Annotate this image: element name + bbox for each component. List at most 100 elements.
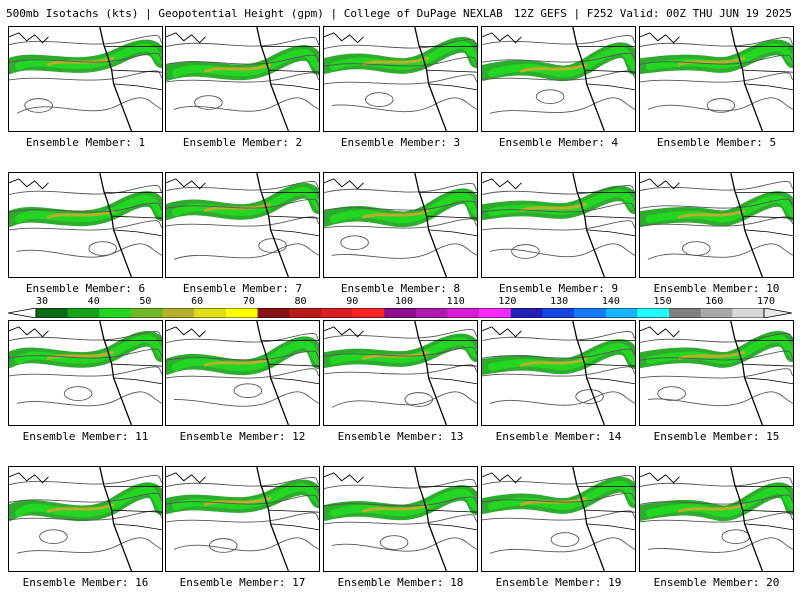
colorbar-tick-label: 160 bbox=[705, 296, 724, 307]
alaska-coast bbox=[166, 178, 206, 190]
height-contour bbox=[16, 391, 162, 407]
height-contour bbox=[166, 181, 319, 192]
political-borders bbox=[260, 192, 319, 237]
jet-stream-core bbox=[171, 49, 319, 78]
height-contour bbox=[331, 243, 477, 259]
height-contour bbox=[482, 475, 635, 486]
height-contour bbox=[489, 391, 635, 406]
ensemble-map-panel bbox=[8, 172, 163, 278]
colorbar-swatch bbox=[99, 308, 132, 318]
height-contour bbox=[9, 52, 162, 63]
alaska-coast bbox=[482, 472, 522, 484]
ensemble-member-label: Ensemble Member: 9 bbox=[498, 282, 619, 295]
colorbar-swatch bbox=[669, 308, 701, 318]
colorbar-tick-label: 140 bbox=[601, 296, 620, 307]
political-borders bbox=[418, 192, 477, 237]
jet-stream-max bbox=[362, 503, 430, 513]
height-contour bbox=[324, 200, 477, 211]
height-contour-closed bbox=[194, 95, 223, 110]
colorbar-swatch bbox=[36, 308, 68, 318]
height-contour bbox=[331, 537, 477, 552]
ensemble-member-label: Ensemble Member: 10 bbox=[653, 282, 780, 295]
alaska-coast bbox=[640, 32, 680, 44]
height-contour bbox=[489, 97, 635, 114]
height-contour bbox=[9, 348, 162, 359]
alaska-coast bbox=[640, 472, 680, 484]
height-contour bbox=[640, 72, 793, 83]
ensemble-member-label: Ensemble Member: 18 bbox=[337, 576, 464, 589]
height-contour-closed bbox=[511, 244, 540, 259]
alaska-coast bbox=[482, 326, 522, 338]
jet-stream-max bbox=[520, 357, 588, 367]
ensemble-map-panel bbox=[481, 26, 636, 132]
colorbar-swatch bbox=[574, 308, 607, 318]
jet-stream-max bbox=[678, 56, 746, 66]
colorbar-swatch bbox=[415, 308, 448, 318]
ensemble-member-label: Ensemble Member: 16 bbox=[22, 576, 149, 589]
coastline bbox=[414, 467, 448, 571]
height-contour bbox=[324, 74, 477, 85]
colorbar-swatch bbox=[225, 308, 258, 318]
jet-stream-max bbox=[204, 357, 272, 367]
header-valid-time: 12Z GEFS | F252 Valid: 00Z THU JUN 19 20… bbox=[513, 7, 792, 20]
height-contour bbox=[9, 220, 162, 231]
jet-stream-core bbox=[14, 43, 162, 71]
height-contour bbox=[173, 243, 319, 260]
colorbar-tick-label: 40 bbox=[87, 296, 100, 307]
ensemble-member-label: Ensemble Member: 6 bbox=[25, 282, 146, 295]
colorbar-over-arrow bbox=[763, 308, 792, 318]
colorbar-swatch bbox=[732, 308, 765, 318]
political-borders bbox=[418, 46, 477, 91]
political-borders bbox=[734, 340, 793, 385]
height-contour-closed bbox=[706, 98, 736, 113]
alaska-coast bbox=[166, 326, 206, 338]
height-contour bbox=[16, 97, 162, 114]
height-contour bbox=[16, 537, 162, 554]
height-contour-closed bbox=[233, 383, 263, 398]
height-contour-closed bbox=[404, 392, 434, 407]
height-contour bbox=[324, 183, 477, 194]
height-contour bbox=[482, 331, 635, 342]
colorbar-swatch bbox=[510, 308, 543, 318]
colorbar-tick-label: 120 bbox=[498, 296, 517, 307]
jet-stream-max bbox=[204, 63, 272, 73]
political-borders bbox=[260, 486, 319, 531]
colorbar-tick-label: 170 bbox=[756, 296, 776, 307]
coastline bbox=[730, 321, 764, 425]
height-contour bbox=[640, 512, 793, 523]
height-contour bbox=[482, 492, 635, 503]
political-borders bbox=[260, 340, 319, 385]
height-contour-closed bbox=[535, 89, 565, 104]
height-contour bbox=[482, 202, 635, 213]
alaska-coast bbox=[640, 326, 680, 338]
alaska-coast bbox=[324, 326, 364, 338]
political-borders bbox=[734, 486, 793, 531]
height-contour-closed bbox=[258, 238, 287, 253]
height-contour bbox=[9, 331, 162, 342]
height-contour bbox=[166, 198, 319, 209]
colorbar-swatch bbox=[447, 308, 480, 318]
political-borders bbox=[734, 192, 793, 237]
height-contour bbox=[324, 346, 477, 357]
political-borders bbox=[418, 486, 477, 531]
height-contour bbox=[640, 477, 793, 488]
height-contour bbox=[166, 72, 319, 83]
height-contour-closed bbox=[88, 241, 118, 256]
alaska-coast bbox=[166, 472, 206, 484]
height-contour-closed bbox=[39, 529, 68, 544]
ensemble-member-label: Ensemble Member: 14 bbox=[495, 430, 622, 443]
colorbar-swatch bbox=[479, 308, 512, 318]
colorbar-tick-label: 50 bbox=[139, 296, 152, 307]
height-contour bbox=[489, 243, 635, 258]
height-contour bbox=[173, 391, 319, 407]
height-contour bbox=[324, 514, 477, 525]
height-contour bbox=[647, 391, 793, 407]
height-contour bbox=[640, 181, 793, 192]
ensemble-map-panel bbox=[8, 320, 163, 426]
height-contour bbox=[640, 198, 793, 209]
colorbar-tick-label: 110 bbox=[446, 296, 465, 307]
jet-stream-max bbox=[520, 202, 588, 212]
ensemble-member-label: Ensemble Member: 8 bbox=[340, 282, 461, 295]
alaska-coast bbox=[482, 32, 522, 44]
colorbar-swatch bbox=[320, 308, 353, 318]
